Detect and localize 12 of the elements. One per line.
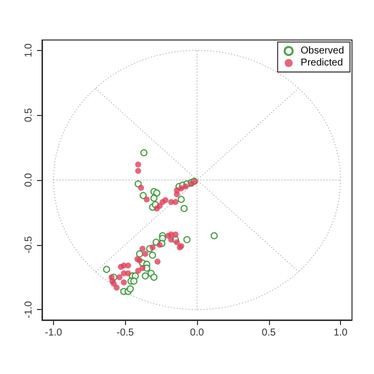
y-tick-label: 1.0 [24, 42, 34, 58]
x-tick-label: -1.0 [44, 328, 63, 338]
y-tick-label: -1.0 [24, 300, 34, 318]
y-tick-label: -0.5 [24, 236, 34, 254]
legend-label: Observed [300, 46, 344, 56]
y-tick-label: 0.5 [24, 108, 34, 122]
x-tick-label: 0.0 [190, 328, 204, 338]
x-tick-label: 1.0 [334, 328, 348, 338]
x-tick-label: 0.5 [262, 328, 276, 338]
x-tick-label: -0.5 [116, 328, 134, 338]
y-tick-label: 0.0 [24, 172, 34, 187]
legend-label: Predicted [300, 58, 343, 68]
